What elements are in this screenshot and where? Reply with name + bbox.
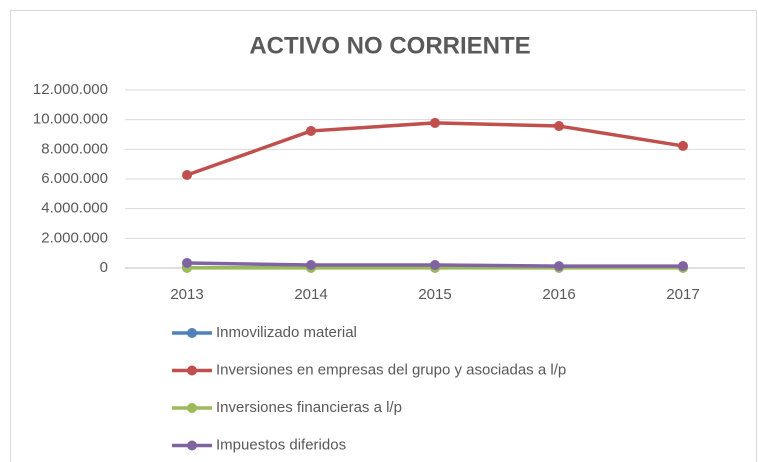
y-tick-label: 10.000.000	[33, 111, 108, 128]
y-tick-label: 0	[100, 259, 108, 276]
marker	[430, 260, 440, 271]
marker	[554, 261, 564, 272]
marker	[182, 169, 192, 180]
legend-label: Impuestos diferidos	[216, 436, 346, 453]
x-tick-label: 2017	[666, 286, 699, 303]
y-tick-label: 2.000.000	[41, 229, 108, 246]
marker	[430, 117, 440, 128]
legend-label: Inmovilizado material	[216, 324, 357, 341]
y-tick-label: 8.000.000	[41, 140, 108, 157]
legend-marker	[187, 328, 197, 338]
y-tick-label: 12.000.000	[33, 81, 108, 98]
marker	[306, 125, 316, 136]
x-tick-label: 2014	[294, 286, 327, 303]
x-tick-label: 2013	[170, 286, 203, 303]
legend-label: Inversiones financieras a l/p	[216, 399, 402, 416]
marker	[306, 260, 316, 271]
legend-marker	[187, 440, 197, 451]
marker	[678, 261, 688, 272]
marker	[554, 121, 564, 132]
y-tick-label: 4.000.000	[41, 200, 108, 217]
y-tick-label: 6.000.000	[41, 170, 108, 187]
legend-label: Inversiones en empresas del grupo y asoc…	[216, 361, 566, 378]
legend-marker	[187, 403, 197, 413]
x-tick-label: 2016	[542, 286, 575, 303]
chart-border	[10, 10, 757, 462]
x-tick-label: 2015	[418, 286, 451, 303]
marker	[182, 257, 192, 268]
legend-marker	[187, 365, 197, 376]
chart-title: ACTIVO NO CORRIENTE	[249, 32, 530, 59]
marker	[678, 140, 688, 151]
